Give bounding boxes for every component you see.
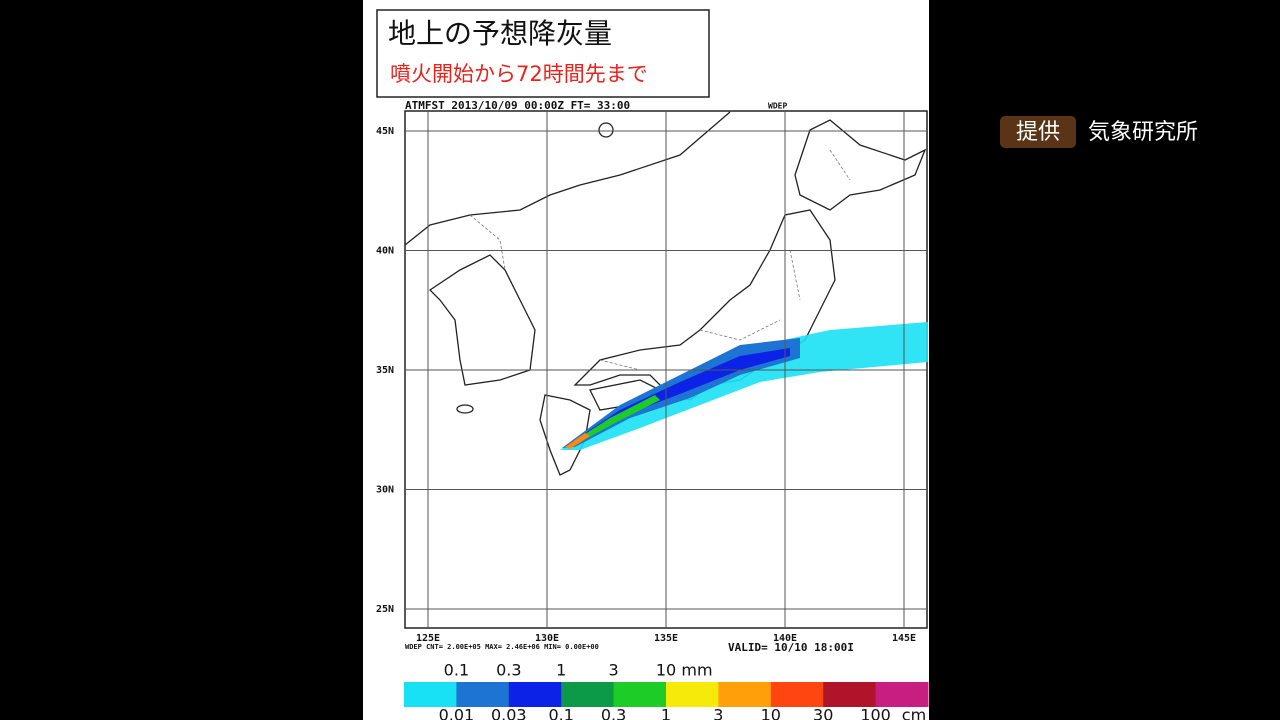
credit-source: 気象研究所: [1088, 120, 1198, 145]
legend-mm-label: 3: [609, 661, 619, 680]
legend-mm-label: 10: [656, 661, 676, 680]
lat-label: 25N: [376, 604, 394, 615]
credit-label: 提供: [1016, 120, 1060, 145]
borders: [469, 149, 851, 371]
legend-mm-label: 1: [556, 661, 566, 680]
legend-swatch: [404, 682, 457, 707]
legend-swatch: [613, 682, 667, 707]
legend-swatch: [561, 682, 615, 707]
legend-cm-label: 30: [813, 706, 833, 720]
hokkaido: [794, 119, 927, 211]
ash-plume: [560, 322, 928, 450]
legend-cm-unit: cm: [902, 706, 926, 720]
coastline: [404, 111, 731, 246]
lat-label: 35N: [376, 365, 394, 376]
map-footer: WDEP CNT= 2.00E+05 MAX= 2.46E+06 MIN= 0.…: [405, 643, 599, 651]
ash-plume: [568, 395, 660, 446]
subtitle: 噴火開始から72時間先まで: [390, 62, 648, 86]
legend-cm-label: 3: [713, 706, 723, 720]
lat-label: 30N: [376, 485, 394, 496]
jeju: [456, 404, 474, 414]
lon-label: 125E: [416, 633, 440, 644]
legend-cm-label: 0.3: [601, 706, 626, 720]
lon-label: 130E: [535, 633, 559, 644]
legend-cm-label: 10: [761, 706, 781, 720]
lat-label: 40N: [376, 246, 394, 257]
legend-swatch: [718, 682, 772, 707]
map-variable: WDEP: [768, 102, 787, 111]
ash-plume: [565, 433, 590, 449]
legend-swatch: [508, 682, 562, 707]
legend-cm-label: 100: [860, 706, 891, 720]
legend-swatch: [666, 682, 719, 707]
legend-swatch: [456, 682, 510, 707]
legend-cm-label: 0.01: [439, 706, 475, 720]
lat-label: 45N: [376, 126, 394, 137]
legend-swatch: [770, 682, 824, 707]
map: [404, 110, 928, 629]
lon-label: 135E: [654, 633, 678, 644]
legend-mm-unit: mm: [681, 661, 712, 680]
legend-cm-label: 0.1: [548, 706, 573, 720]
credit-box: [1000, 116, 1076, 148]
title: 地上の予想降灰量: [388, 17, 612, 50]
map-header: ATMFST 2013/10/09 00:00Z FT= 33:00: [405, 99, 630, 112]
legend: 0.1 0.3 1 3 10 mm 0.01 0.03 0.1 0.3 1 3 10 30 100 cm: [404, 661, 929, 720]
legend-cm-label: 1: [661, 706, 671, 720]
legend-mm-label: 0.1: [444, 661, 469, 680]
legend-mm-label: 0.3: [496, 661, 521, 680]
lon-label: 140E: [773, 633, 797, 644]
legend-swatch: [823, 682, 877, 707]
lon-label: 145E: [892, 633, 916, 644]
kyushu: [539, 394, 591, 476]
map-valid: VALID= 10/10 18:00I: [728, 641, 854, 654]
title-box: [376, 9, 710, 98]
legend-swatch: [875, 682, 929, 707]
lake: [598, 122, 614, 138]
legend-cm-label: 0.03: [491, 706, 527, 720]
